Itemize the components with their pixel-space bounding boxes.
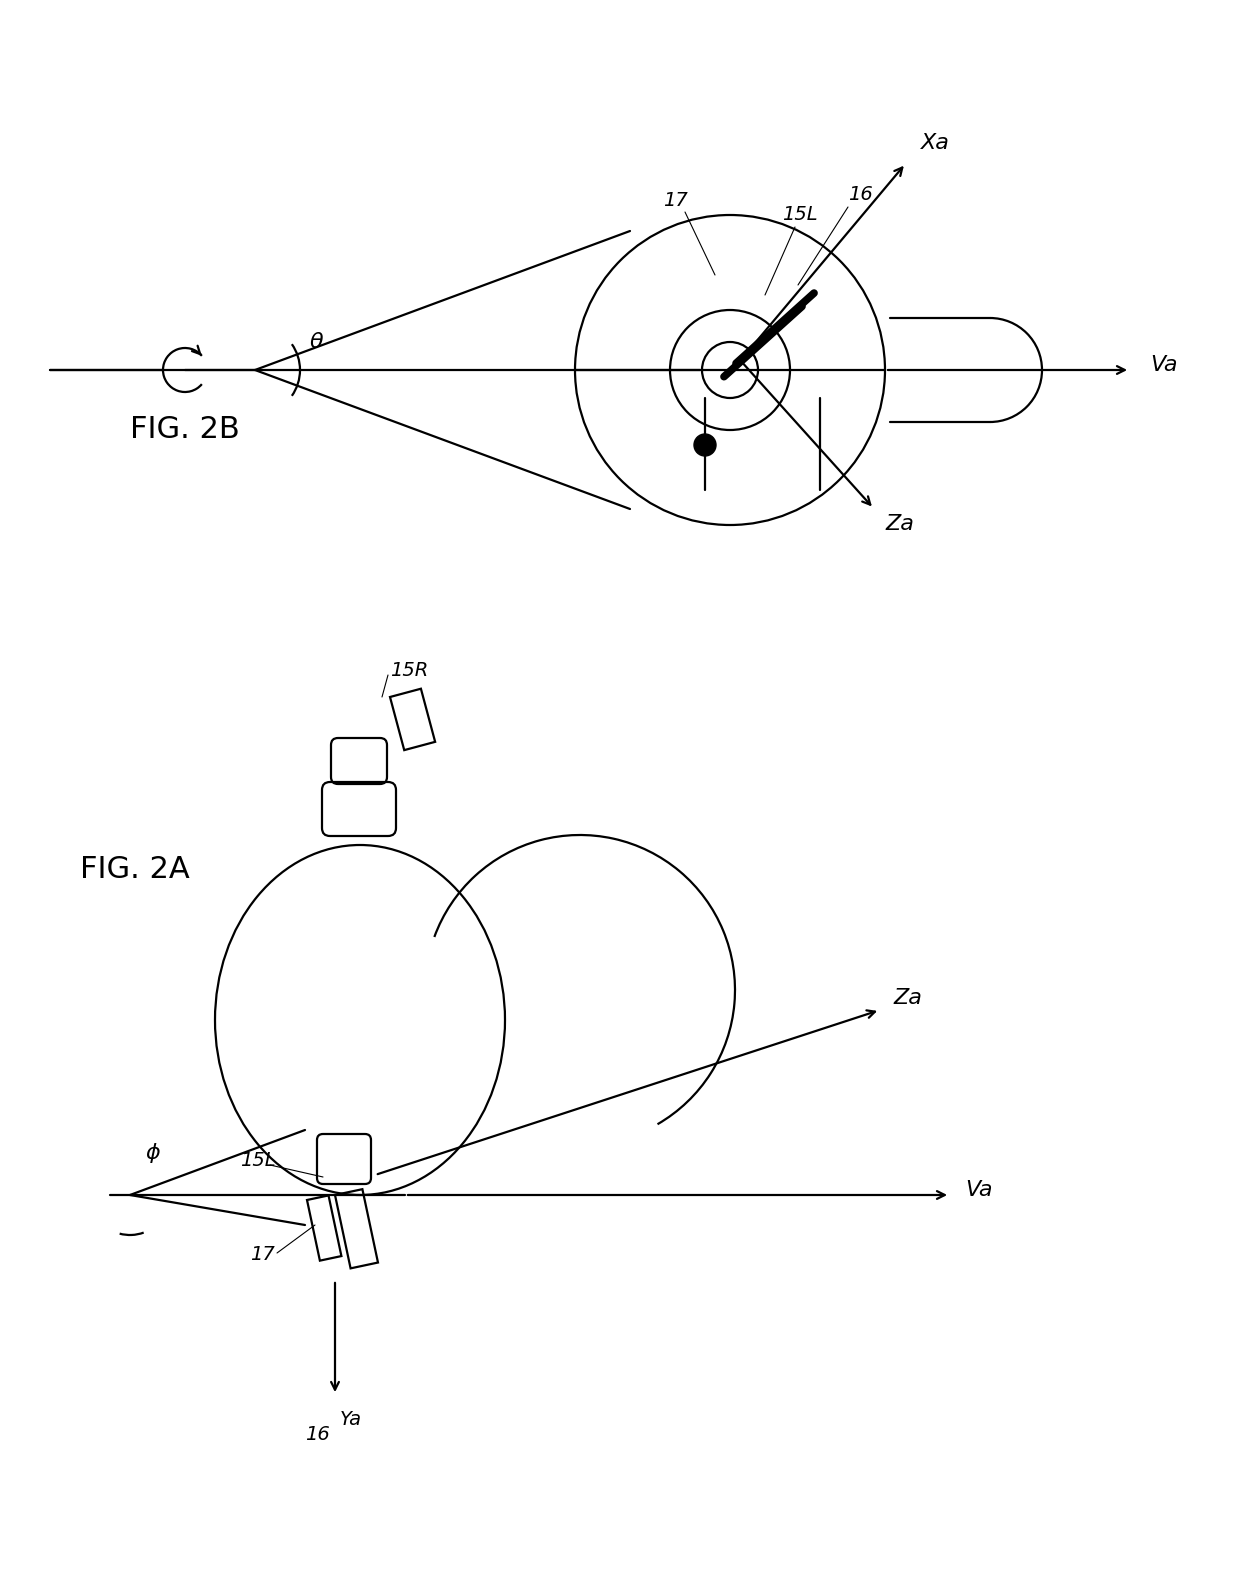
Text: Va: Va (965, 1180, 992, 1201)
Text: 15L: 15L (241, 1150, 275, 1169)
Text: Ya: Ya (340, 1410, 362, 1429)
Text: 16: 16 (848, 185, 873, 204)
Circle shape (694, 434, 715, 456)
Text: Za: Za (893, 988, 921, 1007)
Text: 17: 17 (250, 1245, 275, 1264)
Text: Va: Va (1149, 355, 1178, 375)
Text: Za: Za (885, 513, 915, 534)
Text: 16: 16 (305, 1426, 330, 1445)
Bar (391, 689, 435, 751)
Text: FIG. 2A: FIG. 2A (81, 855, 190, 884)
Text: Xa: Xa (920, 133, 950, 154)
Text: 15R: 15R (391, 661, 428, 680)
Text: 17: 17 (662, 190, 687, 209)
Text: 15L: 15L (782, 206, 818, 225)
Bar (335, 1190, 378, 1269)
Text: θ: θ (310, 333, 324, 352)
Text: ϕ: ϕ (145, 1144, 160, 1163)
Bar (308, 1196, 341, 1261)
Text: FIG. 2B: FIG. 2B (130, 415, 239, 445)
